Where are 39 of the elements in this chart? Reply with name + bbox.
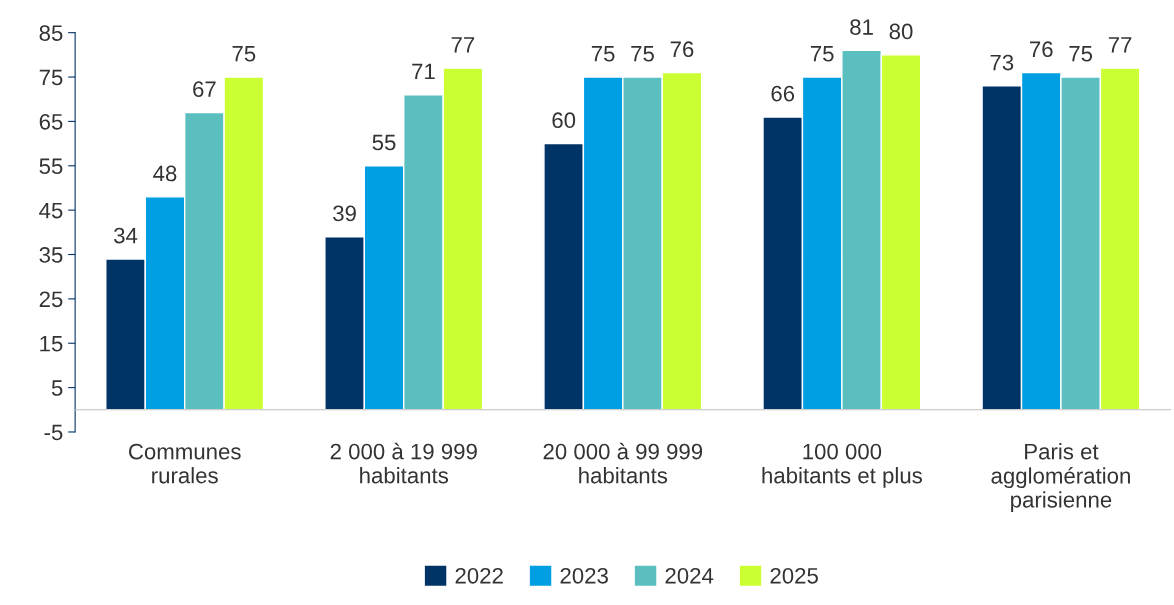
y-tick-label: 85 [39,25,63,41]
data-label: 48 [153,165,177,182]
data-label: 55 [372,134,396,151]
y-tick-label: 5 [51,380,63,396]
y-tick-label: 45 [39,202,63,219]
y-tick-label: 25 [39,291,63,308]
data-label: 76 [1030,41,1053,58]
y-tick-label: 75 [39,69,63,86]
x-tick-label: Paris et agglomération parisienne [991,443,1130,513]
data-label: 77 [1108,37,1132,53]
data-label: 80 [889,23,913,40]
data-label: 75 [810,46,834,62]
data-label: 71 [412,63,435,80]
data-label: 67 [193,81,216,98]
data-label: 73 [990,54,1014,71]
x-tick-label: 20 000 à 99 999 habitants [543,442,703,484]
legend-label: 2022 [455,567,503,584]
data-label: 34 [114,227,138,244]
y-tick-label: 35 [39,247,63,263]
data-label: 39 [333,205,356,222]
x-tick-label: 2 000 à 19 999 habitants [330,442,477,484]
data-label: 75 [591,46,615,62]
data-label: 76 [670,41,694,58]
data-label: 66 [771,85,795,102]
data-label: 81 [850,19,873,35]
data-label: 75 [232,46,256,62]
data-label: 75 [1069,46,1093,62]
legend-label: 2024 [665,567,714,584]
legend-label: 2023 [560,567,608,584]
x-tick-label: Communes rurales [128,443,241,484]
data-label: 60 [552,112,576,129]
data-label: 77 [451,37,475,53]
y-tick-label: 55 [39,158,63,175]
y-tick-label: 15 [40,336,63,352]
legend-label: 2025 [770,567,818,584]
data-label: 75 [631,46,654,62]
y-tick-label: 65 [39,113,63,130]
y-tick-label: -5 [44,424,63,441]
x-tick-label: 100 000 habitants et plus [762,443,922,488]
